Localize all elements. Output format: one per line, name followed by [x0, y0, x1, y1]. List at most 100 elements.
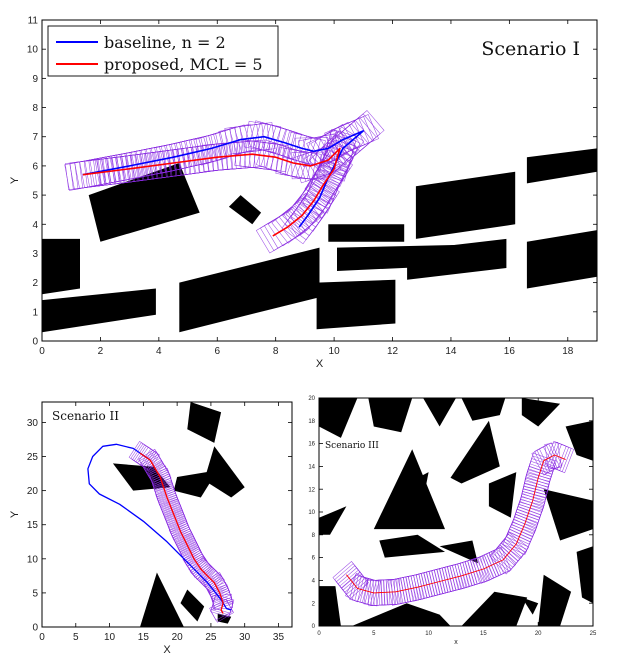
scn1-legend-box — [47, 25, 279, 77]
scn2-x-tick-label: 20 — [172, 632, 184, 643]
scn2-x-tick-label: 35 — [273, 632, 285, 643]
scn3-proposed-footprint — [528, 452, 557, 475]
scn1-proposed-footprint — [315, 130, 358, 173]
scn2-y-tick-label: 10 — [27, 554, 39, 565]
scn1-y-tick-label: 5 — [32, 191, 38, 202]
scn2-obstacle — [187, 402, 222, 443]
scn1-proposed-footprint — [253, 141, 290, 173]
scn1-footprints — [64, 110, 385, 254]
scn3-x-tick-label: 5 — [372, 631, 376, 637]
scn1-x-tick-label: 4 — [156, 346, 162, 357]
scn1-x-tick-label: 2 — [98, 346, 104, 357]
scn1-legend-entry: proposed, MCL = 5 — [104, 55, 263, 74]
scn3-obstacle — [368, 398, 413, 433]
scn3-obstacle — [351, 603, 451, 626]
scn2-y-tick-label: 0 — [32, 623, 38, 634]
scn3-obstacle — [319, 398, 358, 438]
scn1-y-tick-label: 7 — [32, 132, 38, 143]
scn1-y-tick-label: 11 — [28, 16, 39, 27]
scn1-proposed-footprint — [230, 139, 265, 170]
scn1-proposed-line — [82, 147, 341, 237]
scn3-obstacle — [406, 472, 429, 501]
scn3-y-tick-label: 8 — [312, 533, 316, 539]
scn3-obstacle — [538, 574, 572, 626]
scn1-x-tick-label: 18 — [562, 346, 574, 357]
scn1-y-tick-label: 10 — [27, 45, 39, 56]
scn3-y-tick-label: 10 — [308, 510, 315, 516]
scn3-y-tick-label: 20 — [308, 396, 315, 402]
scn3-obstacle — [576, 546, 593, 604]
scn3-y-tick-label: 14 — [308, 465, 315, 471]
scn1-y-tick-label: 1 — [32, 307, 38, 318]
scn3-y-tick-label: 16 — [308, 442, 315, 448]
scn1-obstacle — [42, 238, 80, 295]
scn3-proposed-footprint — [488, 546, 512, 576]
scn3-obstacle — [379, 534, 445, 558]
scn3-obstacle — [521, 597, 539, 615]
scn2-y-axis-label: Y — [9, 510, 21, 518]
scn2-obstacle — [140, 572, 184, 627]
scn3-obstacle — [450, 420, 500, 484]
chart-scenario-2: 0 5 10 15 20 25 30 35 0 5 10 15 20 25 30 X Y Scenario II — [9, 401, 293, 656]
scn1-obstacle — [407, 238, 507, 280]
scn1-x-tick-label: 10 — [329, 346, 341, 357]
scn2-proposed-footprint — [137, 446, 160, 471]
scn2-obstacle — [204, 446, 245, 498]
scn2-x-tick-label: 25 — [205, 632, 217, 643]
scn1-legend-entry: baseline, n = 2 — [104, 33, 226, 52]
scn1-obstacle — [88, 163, 200, 242]
scn2-y-tick-label: 20 — [27, 486, 39, 497]
scn1-y-tick-label: 9 — [32, 74, 38, 85]
scn3-obstacle — [521, 398, 561, 427]
scn1-y-tick-label: 4 — [32, 220, 38, 231]
scn3-y-tick-label: 4 — [312, 579, 316, 585]
scn3-y-tick-label: 18 — [308, 419, 315, 425]
scn3-obstacle — [319, 506, 347, 535]
scn2-y-tick-label: 5 — [32, 588, 38, 599]
scn3-obstacle — [423, 398, 456, 427]
scn1-x-tick-label: 6 — [214, 346, 220, 357]
scn3-obstacle — [439, 540, 478, 564]
scn3-proposed-footprint — [363, 578, 381, 607]
chart-scenario-1: 0 2 4 6 8 10 12 14 16 1801234567891011XYbaseline,… — [9, 16, 598, 370]
scn1-y-axis-label: Y — [9, 176, 21, 184]
scn3-proposed-footprint — [552, 443, 575, 474]
scn2-proposed-footprint — [212, 593, 233, 610]
scn2-y-tick-label: 15 — [27, 520, 39, 531]
scn1-obstacle — [328, 224, 405, 242]
scn3-y-tick-label: 6 — [312, 556, 316, 562]
scn2-x-tick-label: 5 — [73, 632, 79, 643]
scn1-plot-frame — [41, 19, 598, 342]
scn1-x-tick-label: 0 — [39, 346, 45, 357]
scn2-proposed-line — [139, 452, 224, 614]
scn1-x-tick-label: 8 — [273, 346, 279, 357]
scn3-obstacle — [565, 420, 593, 461]
scn2-x-tick-label: 10 — [104, 632, 116, 643]
scn1-x-tick-label: 12 — [387, 346, 399, 357]
scn2-y-tick-label: 30 — [27, 418, 39, 429]
scn1-obstacle — [42, 288, 156, 333]
scn3-obstacle — [461, 591, 528, 626]
chart-scenario-3: 051015202502468101214161820xyScenario II… — [308, 396, 597, 646]
scn2-title: Scenario II — [52, 409, 119, 423]
scn1-x-tick-label: 14 — [445, 346, 457, 357]
scn2-obstacle — [180, 589, 205, 622]
scn1-obstacle — [526, 230, 597, 289]
scn3-y-tick-label: 12 — [308, 487, 315, 493]
scn1-baseline-footprint — [338, 114, 379, 152]
scn2-x-tick-label: 30 — [239, 632, 251, 643]
scn1-title: Scenario I — [481, 38, 580, 60]
scn3-proposed-line — [346, 454, 566, 594]
scn2-x-tick-label: 0 — [39, 632, 45, 643]
scn3-proposed-footprint — [544, 441, 562, 470]
scn1-y-tick-label: 0 — [32, 337, 38, 348]
scn3-title: Scenario III — [325, 441, 379, 451]
scn2-y-tick-label: 25 — [27, 452, 39, 463]
scn3-x-tick-label: 10 — [425, 631, 432, 637]
scn2-proposed-footprint — [201, 569, 226, 594]
scn3-x-tick-label: 0 — [317, 631, 321, 637]
scn3-obstacle — [373, 449, 445, 530]
scn2-x-axis-label: X — [163, 644, 171, 656]
scn3-obstacle — [461, 398, 506, 421]
scn1-obstacle — [228, 195, 262, 225]
